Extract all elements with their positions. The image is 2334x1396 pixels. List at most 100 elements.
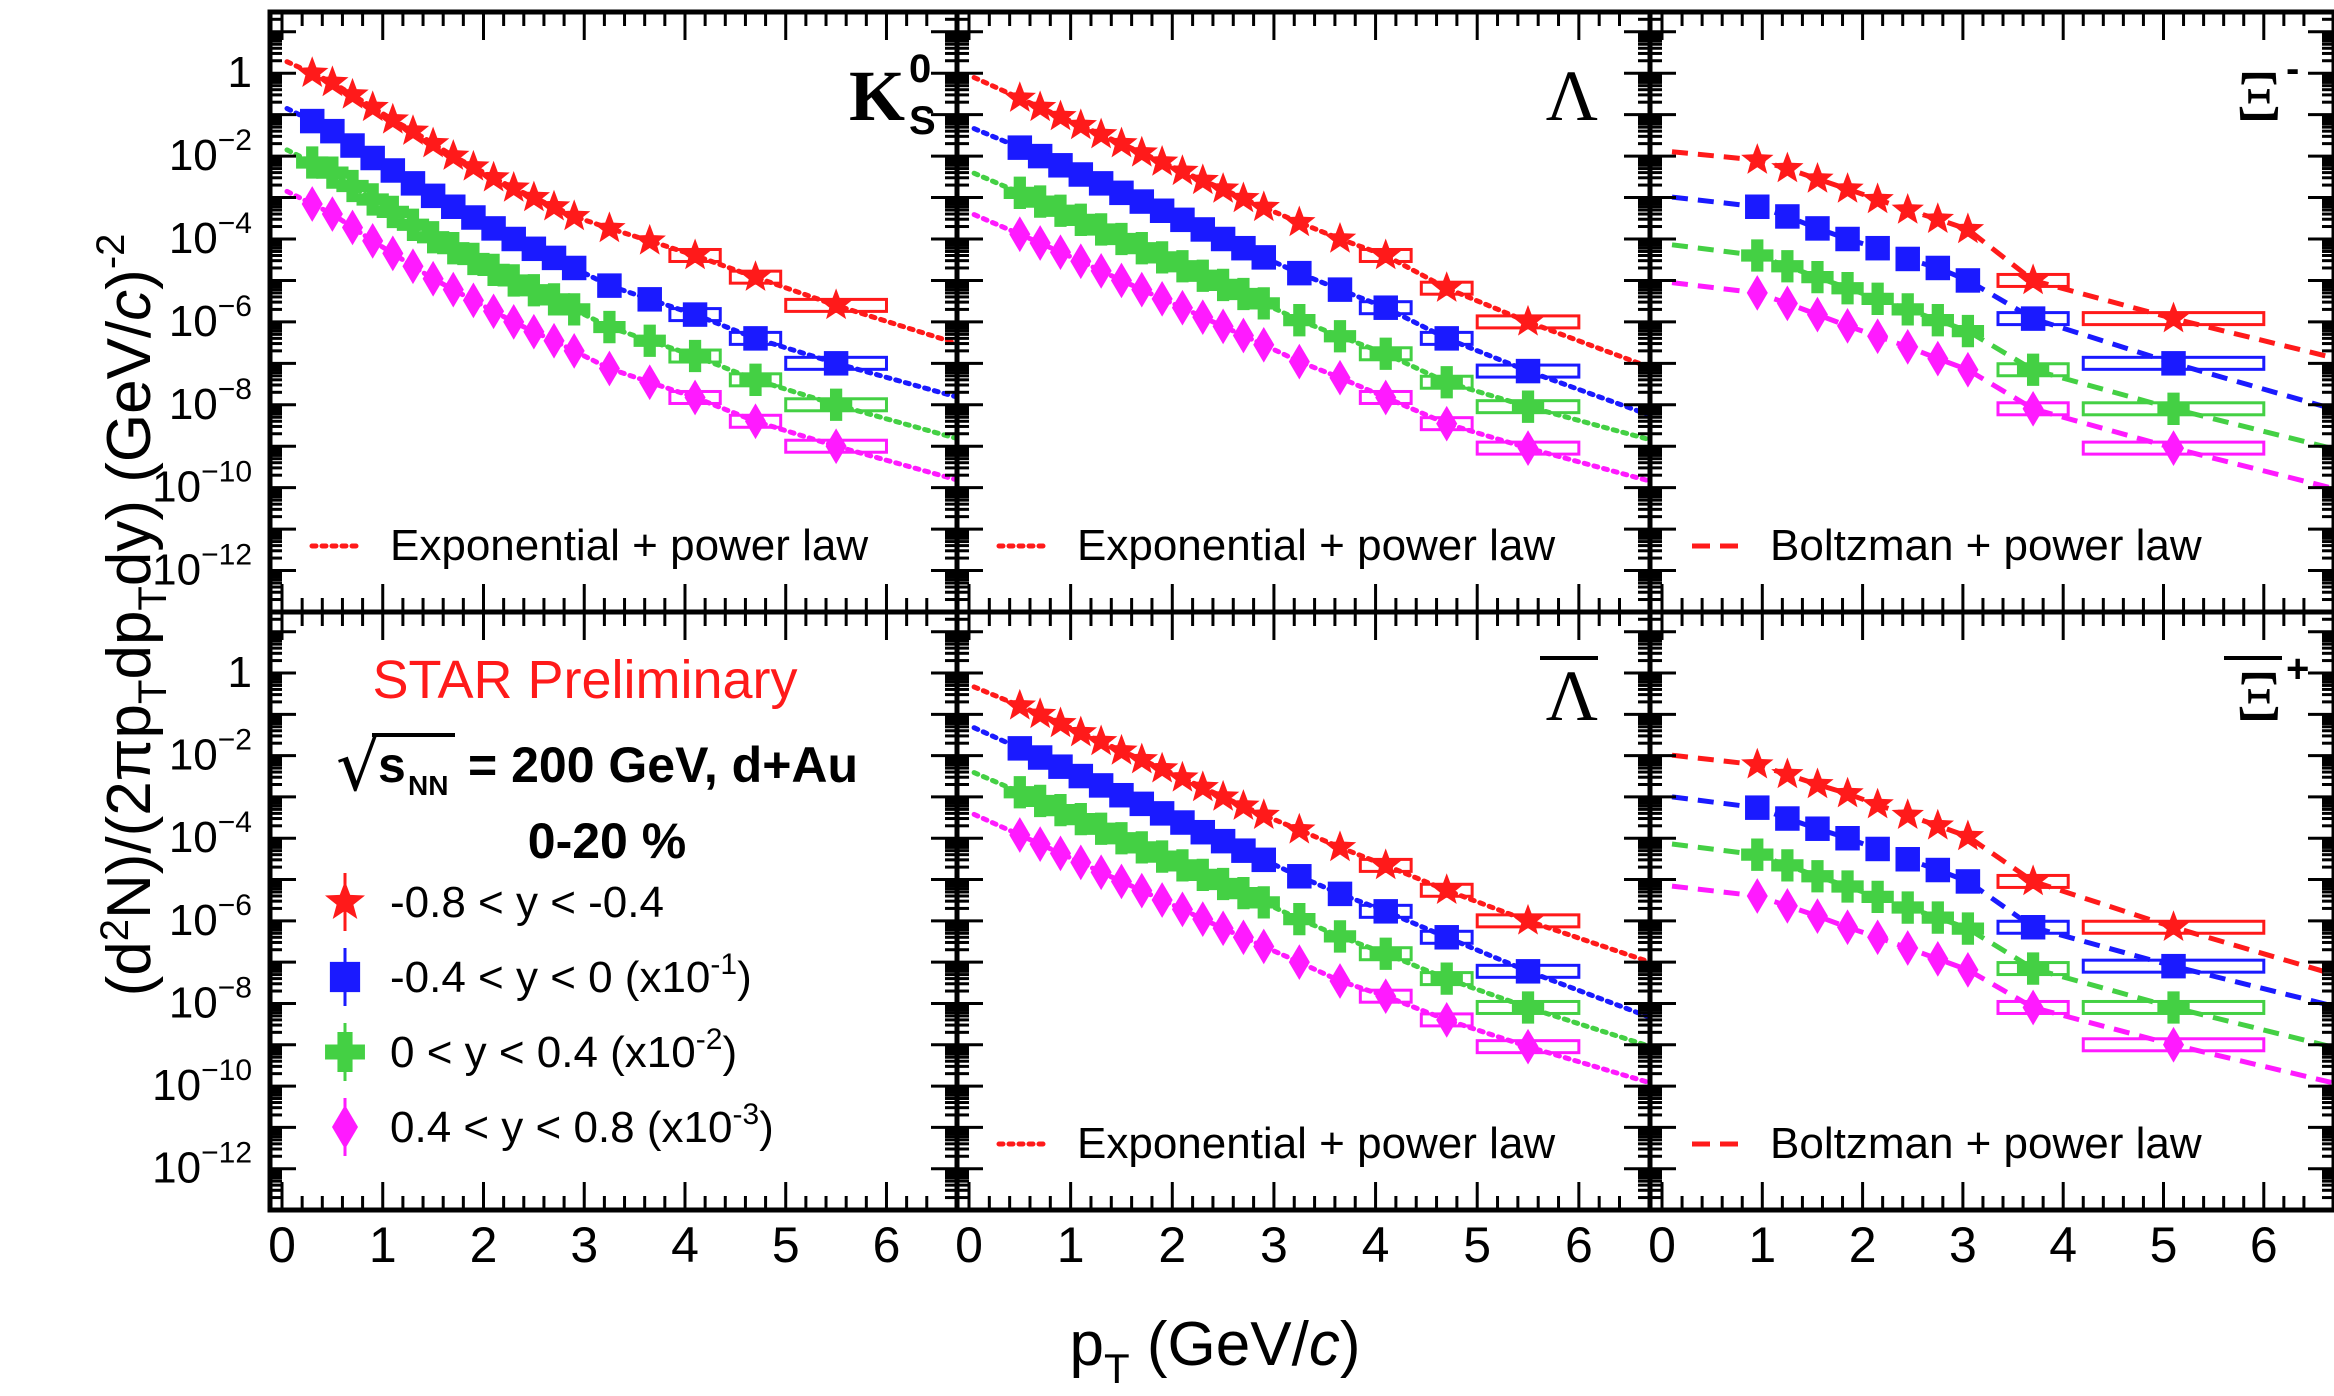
point-antilambda-2-0 xyxy=(1003,776,1036,809)
particle-sub-k0s: S xyxy=(909,99,936,143)
point-xi_plus-0-2 xyxy=(1801,767,1834,799)
particle-label-xi_minus: Ξ xyxy=(2236,56,2282,136)
particle-label-xi_plus: Ξ xyxy=(2236,656,2282,736)
point-antilambda-3-8 xyxy=(1171,891,1193,928)
point-lambda-0-4 xyxy=(1085,117,1118,149)
point-xi_minus-2-2 xyxy=(1801,261,1834,294)
point-lambda-2-12 xyxy=(1247,287,1280,320)
point-lambda-3-5 xyxy=(1110,262,1133,299)
point-k0s-0-3 xyxy=(356,90,389,122)
point-k0s-0-13 xyxy=(558,199,591,231)
point-lambda-2-3 xyxy=(1064,203,1097,236)
series-lambda-1 xyxy=(1007,135,1541,384)
point-k0s-2-5 xyxy=(396,208,430,241)
point-k0s-1-15 xyxy=(637,287,662,312)
point-lambda-2-15 xyxy=(1369,337,1402,370)
legend-marker-1 xyxy=(329,961,361,993)
particle-label-lambda: Λ xyxy=(1546,56,1598,136)
frame-box-1-2 xyxy=(1647,609,2334,1213)
panel-lambda: Exponential + power law Λ xyxy=(971,56,1650,570)
point-antilambda-0-11 xyxy=(1227,789,1260,820)
point-xi_plus-0-9 xyxy=(2157,910,2190,941)
point-antilambda-0-12 xyxy=(1247,798,1280,829)
point-lambda-0-2 xyxy=(1044,99,1077,131)
point-xi_plus-2-9 xyxy=(2157,991,2190,1024)
point-lambda-2-10 xyxy=(1206,268,1240,302)
point-k0s-0-15 xyxy=(633,223,666,255)
point-antilambda-3-7 xyxy=(1151,882,1173,918)
plot-area-xi_minus xyxy=(1671,143,2334,492)
point-k0s-3-8 xyxy=(462,282,484,319)
point-xi_minus-3-3 xyxy=(1837,308,1859,344)
point-xi_minus-2-3 xyxy=(1831,272,1864,305)
point-k0s-2-4 xyxy=(376,195,409,229)
point-lambda-0-6 xyxy=(1125,135,1158,167)
point-k0s-3-17 xyxy=(744,403,767,440)
point-lambda-0-0 xyxy=(1003,81,1036,112)
point-antilambda-2-10 xyxy=(1206,867,1240,901)
point-antilambda-0-13 xyxy=(1283,812,1316,844)
point-k0s-2-1 xyxy=(316,156,349,189)
point-antilambda-0-3 xyxy=(1064,715,1097,747)
xtick-label-0-4: 4 xyxy=(671,1217,699,1273)
point-k0s-3-11 xyxy=(523,313,545,350)
point-lambda-3-8 xyxy=(1171,289,1193,326)
point-xi_plus-2-2 xyxy=(1801,860,1834,893)
point-k0s-3-2 xyxy=(341,209,364,246)
particle-sup-k0s: 0 xyxy=(909,47,931,91)
point-xi_minus-3-1 xyxy=(1776,285,1798,322)
xtick-label-2-3: 3 xyxy=(1949,1217,1977,1273)
point-xi_minus-1-7 xyxy=(1955,268,1981,293)
xtick-label-1-0: 0 xyxy=(955,1217,983,1273)
ytick-label-0-5: 10−10 xyxy=(152,456,252,512)
panel-xi_plus: Boltzman + power law Ξ + xyxy=(1671,647,2334,1168)
point-antilambda-0-14 xyxy=(1323,830,1357,862)
plot-area-antilambda xyxy=(971,684,1650,1086)
panel-antilambda: Exponential + power law Λ xyxy=(971,656,1650,1168)
plot-area-xi_plus xyxy=(1671,747,2334,1086)
point-xi_plus-0-0 xyxy=(1741,747,1774,779)
point-xi_minus-3-2 xyxy=(1806,296,1829,333)
point-xi_minus-1-8 xyxy=(2020,306,2046,331)
point-antilambda-3-15 xyxy=(1375,978,1397,1015)
point-antilambda-1-12 xyxy=(1251,847,1277,873)
xtick-label-0-1: 1 xyxy=(369,1217,397,1273)
point-xi_plus-1-6 xyxy=(1925,857,1951,883)
legend-marker-2 xyxy=(325,1032,365,1072)
xtick-label-2-1: 1 xyxy=(1748,1217,1776,1273)
point-xi_plus-2-8 xyxy=(2016,952,2050,985)
point-antilambda-2-13 xyxy=(1283,902,1316,936)
point-lambda-0-1 xyxy=(1024,90,1057,122)
point-antilambda-2-9 xyxy=(1186,858,1219,891)
point-antilambda-2-6 xyxy=(1125,831,1158,864)
legend-label-0: -0.8 < y < -0.4 xyxy=(390,878,664,927)
xtick-label-0-0: 0 xyxy=(268,1217,296,1273)
point-xi_minus-0-9 xyxy=(2157,301,2190,333)
point-xi_minus-1-2 xyxy=(1805,216,1830,241)
point-xi_plus-3-6 xyxy=(1927,941,1949,977)
point-xi_plus-0-7 xyxy=(1951,819,1985,851)
series-xi_plus-2 xyxy=(1741,838,2190,1024)
point-lambda-2-1 xyxy=(1023,185,1057,218)
point-lambda-0-12 xyxy=(1247,190,1280,222)
point-k0s-2-15 xyxy=(633,324,666,357)
point-xi_minus-1-1 xyxy=(1775,204,1800,229)
point-k0s-0-10 xyxy=(497,171,530,202)
point-xi_plus-1-8 xyxy=(2020,915,2046,940)
point-antilambda-0-8 xyxy=(1166,760,1199,792)
point-antilambda-3-14 xyxy=(1329,963,1351,999)
point-k0s-2-3 xyxy=(356,183,389,216)
point-lambda-1-13 xyxy=(1287,260,1312,286)
svg-text:(d2N)/(2πpTdpTdy) (GeV/c)-2: (d2N)/(2πpTdpTdy) (GeV/c)-2 xyxy=(89,234,175,997)
point-antilambda-2-7 xyxy=(1145,840,1179,873)
point-lambda-3-1 xyxy=(1029,225,1051,261)
point-lambda-1-16 xyxy=(1434,326,1459,351)
point-k0s-0-0 xyxy=(296,56,329,87)
point-antilambda-0-5 xyxy=(1105,733,1138,765)
legend-label-3: 0.4 < y < 0.8 (x10-3) xyxy=(390,1098,774,1152)
point-k0s-2-12 xyxy=(537,283,571,316)
point-k0s-1-13 xyxy=(561,255,587,281)
point-k0s-3-10 xyxy=(503,304,525,340)
point-xi_minus-1-9 xyxy=(2161,351,2186,376)
point-xi_minus-2-1 xyxy=(1771,250,1804,283)
